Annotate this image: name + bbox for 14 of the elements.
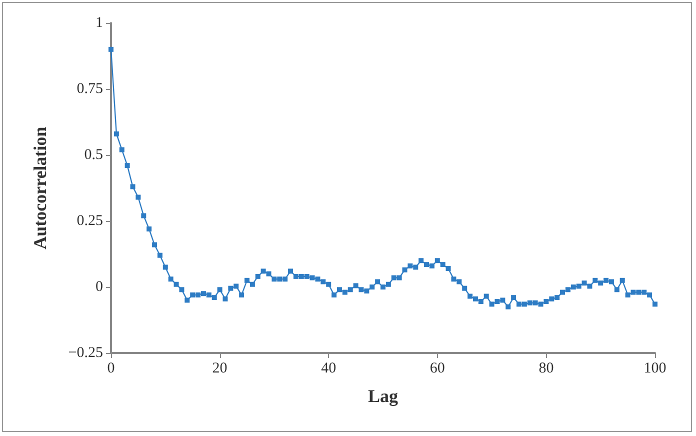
x-axis-title: Lag	[368, 386, 398, 406]
x-tick-label: 80	[538, 360, 554, 376]
x-tick-label: 60	[430, 360, 445, 376]
y-tick-label: −0.25	[68, 345, 103, 361]
x-tick-label: 20	[212, 360, 228, 376]
x-tick-label: 40	[321, 360, 336, 376]
x-tick-label: 100	[644, 360, 666, 376]
y-axis-title: Autocorrelation	[30, 126, 50, 250]
y-tick-label: 0	[96, 279, 103, 295]
y-tick-label: 0.5	[84, 147, 103, 163]
y-tick-label: 1	[96, 15, 103, 31]
y-tick-label: 0.25	[76, 213, 103, 229]
y-tick-label: 0.75	[76, 81, 103, 97]
x-tick-label: 0	[107, 360, 115, 376]
